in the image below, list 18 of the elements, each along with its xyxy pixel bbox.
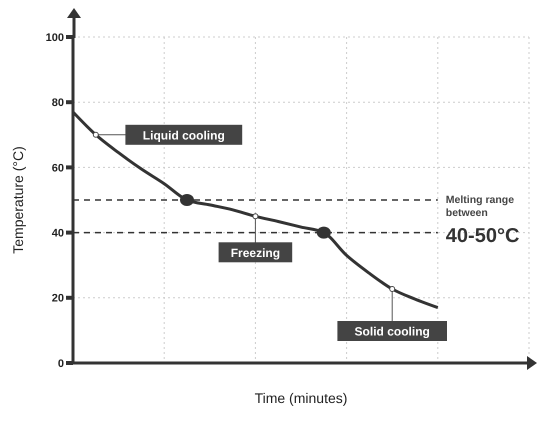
y-tick-label: 80 <box>52 97 64 110</box>
point <box>316 226 331 239</box>
point <box>389 286 396 292</box>
point <box>252 213 258 220</box>
annotation: Melting range between <box>446 194 514 219</box>
annotation: Liquid cooling <box>142 128 225 142</box>
y-tick-label: 60 <box>52 162 64 174</box>
point <box>180 194 194 206</box>
y-axis-title: Temperature (°C) <box>10 146 26 254</box>
annotation: Solid cooling <box>354 324 430 338</box>
y-tick-label: 0 <box>58 358 64 370</box>
point <box>92 132 99 138</box>
annotation: Freezing <box>230 246 280 260</box>
y-tick-label: 40 <box>52 228 64 240</box>
x-axis-title: Time (minutes) <box>254 390 348 406</box>
annotation: 40-50°C <box>446 225 520 247</box>
y-tick-label: 20 <box>52 292 64 305</box>
y-tick-label: 100 <box>46 32 64 44</box>
